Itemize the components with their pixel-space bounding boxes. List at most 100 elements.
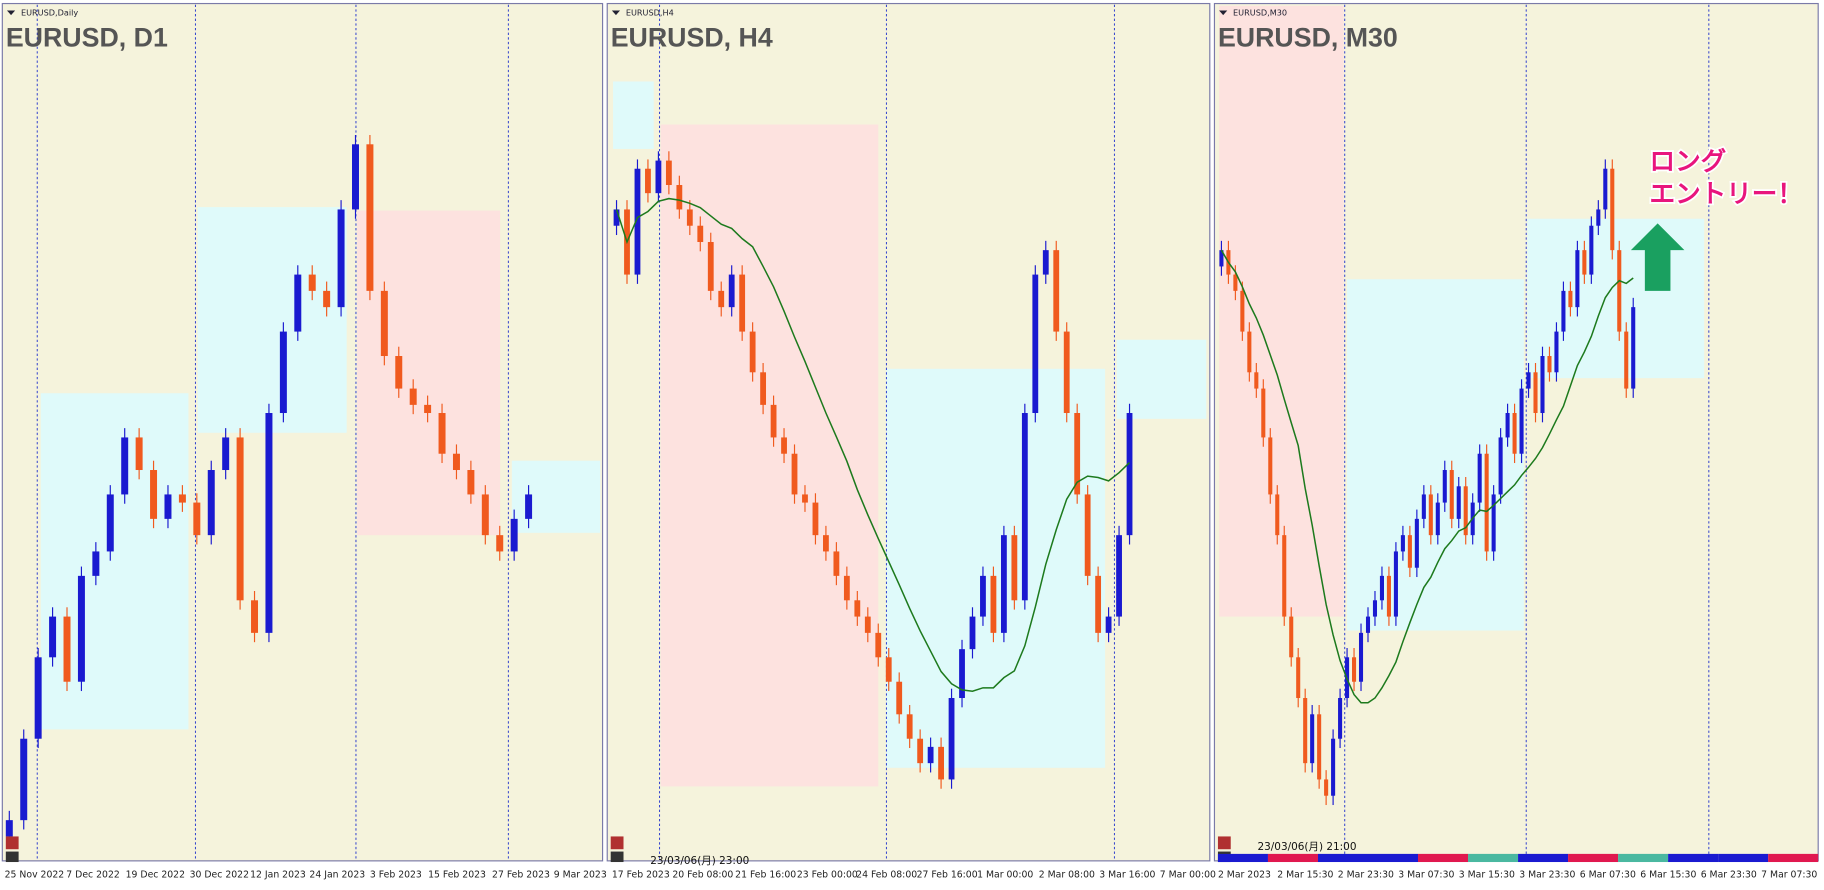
x-tick-label: 21 Feb 16:00 bbox=[735, 869, 796, 880]
candle-body bbox=[739, 274, 746, 332]
candle-body bbox=[1000, 535, 1007, 633]
candle-body bbox=[265, 413, 273, 633]
candle-body bbox=[1407, 535, 1412, 568]
collapse-icon bbox=[1219, 10, 1228, 16]
x-tick-label: 2 Mar 2023 bbox=[1218, 869, 1271, 880]
zone-box bbox=[1116, 339, 1207, 419]
candle-body bbox=[1456, 486, 1461, 519]
candle-body bbox=[927, 746, 934, 764]
candle-body bbox=[917, 738, 924, 764]
candle-body bbox=[1021, 413, 1028, 601]
candle-body bbox=[770, 404, 777, 438]
zone-box bbox=[40, 393, 189, 730]
x-tick-label: 6 Mar 15:30 bbox=[1640, 869, 1696, 880]
candle-body bbox=[525, 494, 533, 519]
x-tick-label: 7 Mar 00:00 bbox=[1160, 869, 1216, 880]
candle-body bbox=[1365, 616, 1371, 633]
session-strip bbox=[1368, 853, 1419, 863]
candle-body bbox=[77, 575, 85, 682]
annotation: エントリー！ bbox=[1650, 179, 1803, 209]
candle-body bbox=[1352, 657, 1357, 682]
session-strip bbox=[1267, 853, 1318, 863]
moving-average bbox=[615, 197, 1131, 692]
session-strip bbox=[1618, 853, 1669, 863]
candle-body bbox=[308, 274, 316, 291]
bottom-icon bbox=[1217, 836, 1231, 850]
candle-body bbox=[1463, 486, 1468, 536]
zone-box bbox=[1527, 218, 1705, 379]
candle-body bbox=[1498, 437, 1503, 495]
x-tick-label: 2 Mar 08:00 bbox=[1039, 869, 1095, 880]
candle-body bbox=[833, 551, 840, 576]
moving-average bbox=[1220, 249, 1634, 704]
candle-body bbox=[1317, 714, 1322, 780]
candle-body bbox=[34, 657, 42, 739]
session-strip bbox=[1768, 853, 1819, 863]
chart-title: EURUSD, M30 bbox=[1218, 23, 1398, 53]
candle-body bbox=[1442, 470, 1447, 503]
candle-body bbox=[438, 413, 446, 454]
candle-body bbox=[467, 470, 475, 495]
x-tick-label: 6 Mar 07:30 bbox=[1580, 869, 1636, 880]
x-tick-label: 2 Mar 15:30 bbox=[1277, 869, 1333, 880]
candle-body bbox=[760, 372, 767, 405]
candle-body bbox=[337, 209, 345, 308]
candle-body bbox=[1435, 502, 1440, 536]
candle-body bbox=[1268, 437, 1273, 495]
x-tick-label: 23 Feb 00:00 bbox=[797, 869, 858, 880]
candle-body bbox=[781, 437, 787, 454]
candle-body bbox=[1484, 453, 1489, 552]
candle-body bbox=[1303, 698, 1308, 764]
candle-body bbox=[906, 714, 913, 739]
candle-body bbox=[63, 616, 71, 682]
session-strip bbox=[1668, 853, 1719, 863]
candle-body bbox=[1491, 494, 1496, 552]
candle-body bbox=[948, 698, 955, 780]
candle-body bbox=[222, 437, 230, 471]
candle-body bbox=[352, 144, 359, 210]
session-strip bbox=[1718, 853, 1769, 863]
x-tick-label: 24 Jan 2023 bbox=[309, 869, 365, 880]
candle-body bbox=[1372, 600, 1378, 617]
candle-body bbox=[969, 616, 976, 650]
zone-box bbox=[886, 368, 1106, 768]
candle-body bbox=[938, 746, 944, 780]
candle-body bbox=[1449, 470, 1454, 519]
candle-body bbox=[1289, 616, 1294, 658]
candle-body bbox=[1324, 779, 1329, 796]
candle-body bbox=[150, 470, 158, 519]
x-tick-label: 3 Mar 15:30 bbox=[1459, 869, 1515, 880]
candle-body bbox=[323, 290, 331, 308]
candle-body bbox=[236, 437, 244, 601]
candle-body bbox=[1219, 250, 1224, 267]
candle-body bbox=[49, 616, 57, 658]
candle-body bbox=[1095, 575, 1102, 633]
candle-body bbox=[395, 356, 403, 389]
candle-body bbox=[510, 518, 518, 552]
session-strip bbox=[1468, 853, 1519, 863]
candle-body bbox=[121, 437, 129, 495]
candle-body bbox=[193, 502, 201, 536]
candle-body bbox=[251, 600, 259, 633]
candle-body bbox=[1358, 632, 1364, 682]
session-strip bbox=[1418, 853, 1469, 863]
candle-body bbox=[959, 649, 965, 699]
candle-body bbox=[207, 470, 215, 536]
candle-body bbox=[1282, 535, 1287, 617]
candle-body bbox=[613, 209, 620, 226]
candle-body bbox=[645, 168, 651, 194]
candle-body bbox=[92, 551, 100, 576]
x-tick-label: 20 Feb 08:00 bbox=[672, 869, 733, 880]
candle-body bbox=[1261, 388, 1266, 438]
candle-body bbox=[496, 535, 504, 552]
candle-body bbox=[1603, 168, 1608, 210]
candle-body bbox=[697, 225, 704, 243]
session-strip bbox=[1317, 853, 1368, 863]
candle-body bbox=[20, 738, 28, 821]
collapse-icon bbox=[611, 10, 621, 16]
candle-body bbox=[896, 681, 903, 715]
candle-body bbox=[1610, 168, 1615, 251]
candle-body bbox=[1275, 494, 1280, 536]
candle-body bbox=[749, 331, 756, 373]
